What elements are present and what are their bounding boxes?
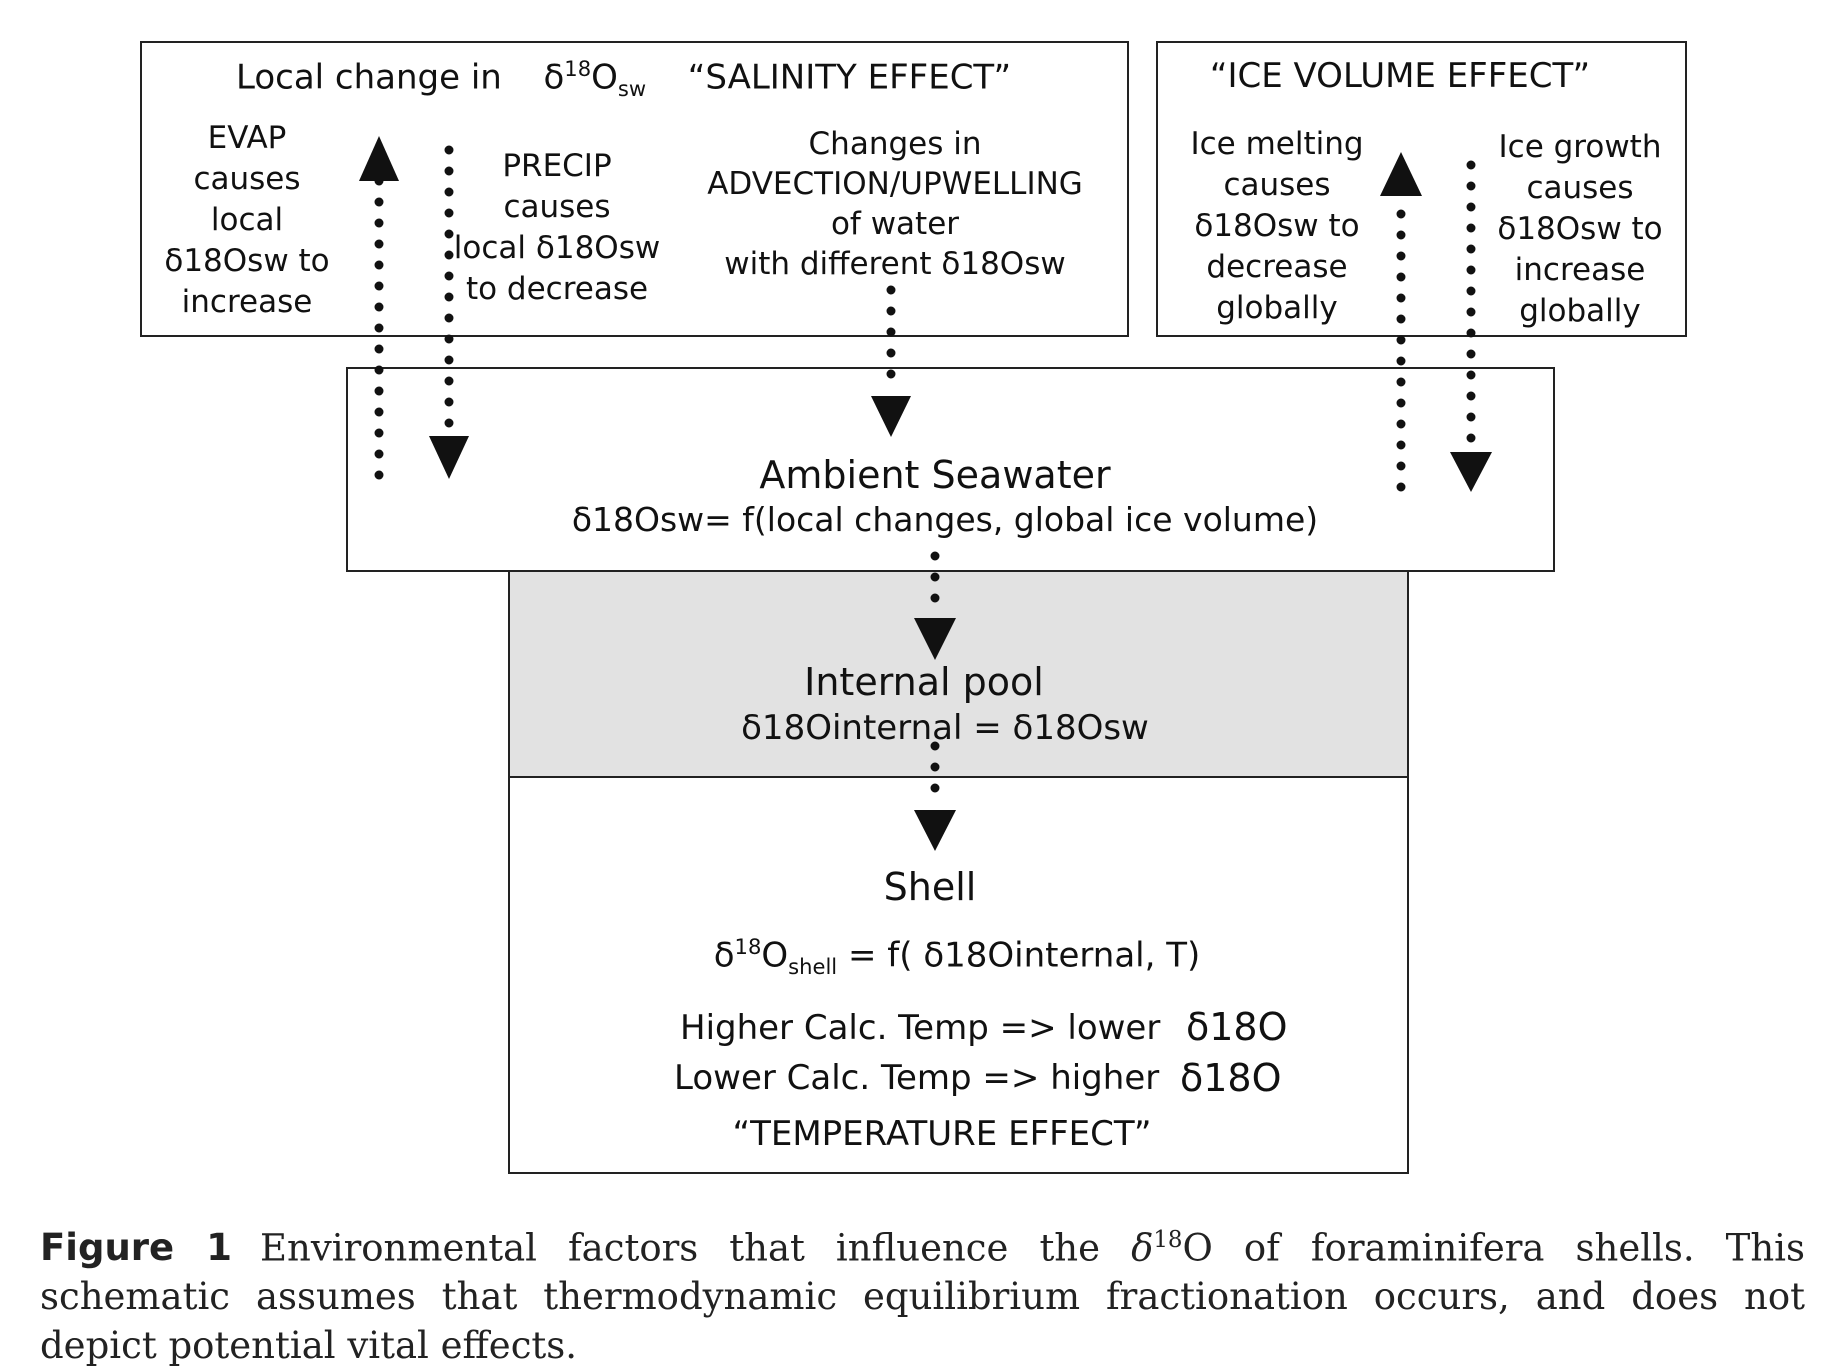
ice-growth-text: Ice growth causes δ18Osw to increase glo…	[1497, 129, 1663, 329]
local-change-label: Local change in	[236, 57, 502, 98]
ice-volume-effect-box	[1156, 41, 1687, 337]
figure-caption: Figure 1 Environmental factors that influ…	[40, 1216, 1805, 1370]
internal-pool-box	[508, 570, 1409, 778]
evap-up-arrow	[359, 136, 399, 480]
ice-volume-title: “ICE VOLUME EFFECT”	[1209, 56, 1591, 96]
internal-to-shell-arrow	[914, 741, 956, 851]
ambient-seawater-title: Ambient Seawater	[759, 453, 1111, 497]
shell-equation: δ18Oshell = f( δ18Ointernal, T)	[713, 934, 1201, 980]
temperature-effect-label: “TEMPERATURE EFFECT”	[732, 1114, 1152, 1154]
caption-text-before: Environmental factors that influence the	[260, 1226, 1101, 1270]
lower-temp-delta: δ18O	[1180, 1056, 1282, 1100]
advection-down-arrow	[871, 285, 911, 437]
ambient-seawater-equation: δ18Osw= f(local changes, global ice volu…	[571, 500, 1319, 539]
higher-temp-text: Higher Calc. Temp => lower	[680, 1008, 1161, 1048]
shell-box	[508, 776, 1409, 1174]
salinity-box-title: Local change in δ18Osw “SALINITY EFFECT”	[236, 56, 1012, 102]
ice-melting-up-arrow	[1380, 152, 1422, 492]
ambient-to-internal-arrow	[914, 551, 956, 660]
shell-title: Shell	[883, 865, 977, 909]
internal-pool-equation: δ18Ointernal = δ18Osw	[741, 708, 1149, 748]
salinity-effect-label: “SALINITY EFFECT”	[687, 57, 1012, 98]
advection-text: Changes in ADVECTION/UPWELLING of water …	[707, 126, 1083, 282]
ice-melting-text: Ice melting causes δ18Osw to decrease gl…	[1190, 126, 1364, 326]
figure-label: Figure 1	[40, 1226, 233, 1270]
salinity-effect-box	[140, 41, 1129, 337]
delta-symbol: δ	[543, 57, 565, 98]
internal-pool-title: Internal pool	[804, 660, 1044, 704]
ice-growth-down-arrow	[1450, 160, 1492, 492]
evap-text: EVAP causes local δ18Osw to increase	[164, 120, 330, 320]
caption-delta: δ	[1131, 1226, 1154, 1270]
precip-text: PRECIP causes local δ18Osw to decrease	[453, 148, 661, 307]
higher-temp-delta: δ18O	[1186, 1005, 1288, 1049]
precip-down-arrow	[429, 145, 469, 479]
ambient-seawater-box	[346, 367, 1555, 572]
lower-temp-text: Lower Calc. Temp => higher	[674, 1058, 1160, 1098]
caption-sup: 18	[1153, 1227, 1183, 1253]
